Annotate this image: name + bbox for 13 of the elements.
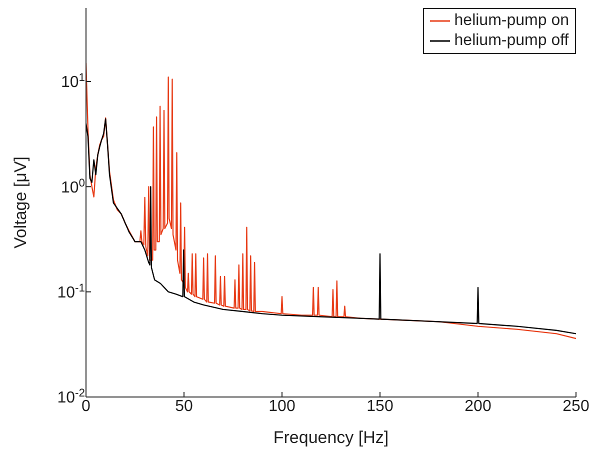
x-axis-title: Frequency [Hz]	[273, 428, 389, 447]
x-tick-label: 200	[464, 398, 492, 415]
x-tick-label: 150	[366, 398, 394, 415]
x-tick-label: 250	[562, 398, 590, 415]
y-tick-label: 10$^{-1}$	[57, 282, 85, 302]
line-series	[86, 118, 576, 334]
y-axis-title: Voltage [μV]	[11, 156, 30, 249]
legend-label: helium-pump on	[454, 11, 569, 31]
y-tick-label: 10$^{0}$	[60, 177, 85, 196]
y-tick-label: 10$^{1}$	[60, 72, 85, 92]
x-tick-label: 100	[268, 398, 296, 415]
x-tick-label: 50	[175, 398, 193, 415]
legend-label: helium-pump off	[454, 31, 569, 51]
